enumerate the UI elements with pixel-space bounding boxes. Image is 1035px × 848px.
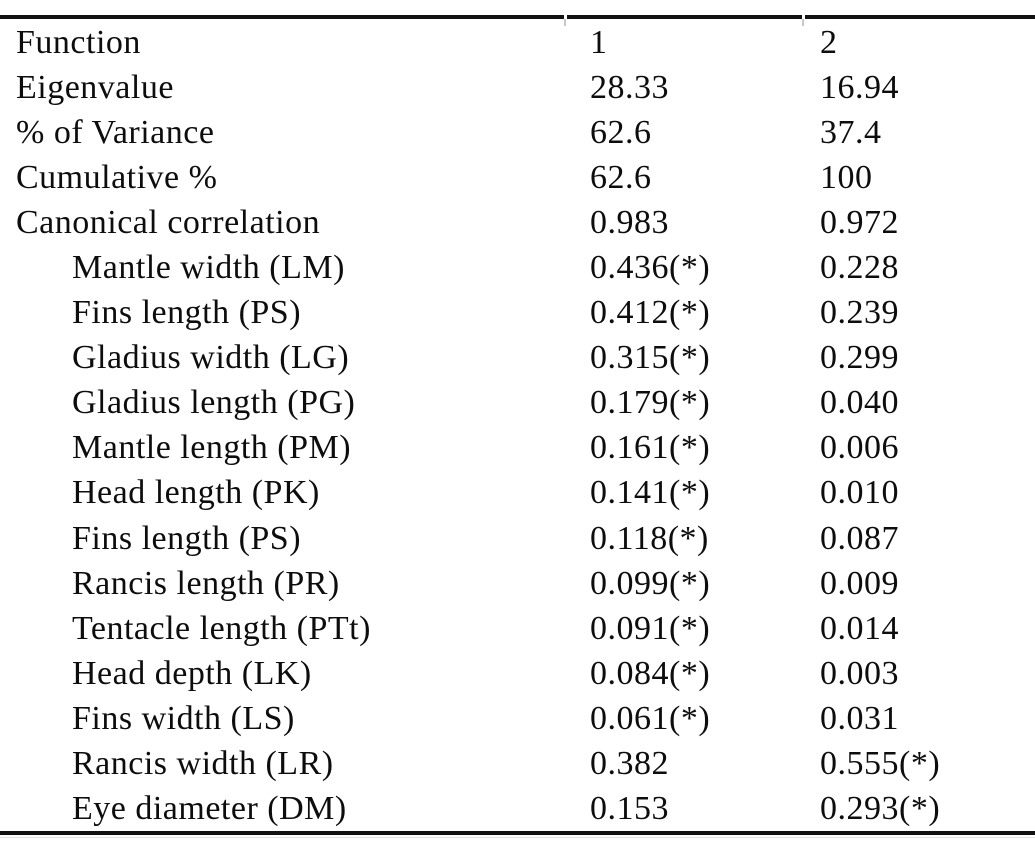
row-label: Mantle length (PM) (72, 429, 352, 467)
function2-value: 0.009 (820, 564, 899, 602)
column-border-gap-2 (802, 15, 805, 19)
function1-value: 0.099(*) (590, 564, 711, 602)
column-border-tick-2 (802, 19, 804, 26)
function2-value: 0.239 (820, 294, 899, 332)
table-top-rule (0, 15, 1035, 26)
function1-value: 0.118(*) (590, 519, 709, 557)
row-label: Mantle width (LM) (72, 249, 345, 287)
function1-value: 0.141(*) (590, 474, 711, 512)
function2-value: 0.014 (820, 609, 899, 647)
table-header-row: Function 1 2 (0, 20, 1035, 65)
function1-value: 0.179(*) (590, 384, 711, 422)
function1-value: 62.6 (590, 113, 652, 151)
scan-echo-line (0, 837, 1035, 838)
table-row: Eigenvalue 28.33 16.94 (0, 65, 1035, 110)
function1-value: 0.382 (590, 745, 669, 783)
function2-value: 0.228 (820, 249, 899, 287)
function2-value: 0.006 (820, 429, 899, 467)
function2-value: 100 (820, 158, 873, 196)
table-row: Eye diameter (DM) 0.153 0.293(*) (0, 787, 1035, 832)
function1-value: 0.315(*) (590, 339, 711, 377)
function2-value: 0.299 (820, 339, 899, 377)
table-bottom-rule (0, 831, 1035, 838)
function1-value: 0.153 (590, 790, 669, 828)
function1-value: 0.061(*) (590, 699, 711, 737)
row-label: Gladius width (LG) (72, 339, 350, 377)
function1-value: 0.084(*) (590, 654, 711, 692)
row-label: Fins width (LS) (72, 699, 295, 737)
table-row: Head depth (LK) 0.084(*) 0.003 (0, 651, 1035, 696)
table-body: Function 1 2 Eigenvalue 28.33 16.94 % of… (0, 20, 1035, 832)
row-label: Head length (PK) (72, 474, 320, 512)
function2-value: 0.040 (820, 384, 899, 422)
row-label: % of Variance (16, 113, 215, 151)
row-label: Eye diameter (DM) (72, 790, 347, 828)
table-row: Mantle length (PM) 0.161(*) 0.006 (0, 426, 1035, 471)
row-label: Fins length (PS) (72, 519, 302, 557)
function2-value: 0.003 (820, 654, 899, 692)
column-border-tick-1 (564, 19, 566, 26)
function2-value: 0.010 (820, 474, 899, 512)
table-row: Gladius width (LG) 0.315(*) 0.299 (0, 336, 1035, 381)
function1-value: 62.6 (590, 158, 652, 196)
table-row: Fins width (LS) 0.061(*) 0.031 (0, 696, 1035, 741)
row-label: Tentacle length (PTt) (72, 609, 371, 647)
row-label: Rancis width (LR) (72, 745, 334, 783)
function1-value: 0.436(*) (590, 249, 711, 287)
table-row: Cumulative % 62.6 100 (0, 155, 1035, 200)
row-label: Rancis length (PR) (72, 564, 340, 602)
table-row: Mantle width (LM) 0.436(*) 0.228 (0, 245, 1035, 290)
row-label: Eigenvalue (16, 68, 174, 106)
function2-value: 0.972 (820, 203, 899, 241)
table-row: Rancis width (LR) 0.382 0.555(*) (0, 742, 1035, 787)
row-label: Fins length (PS) (72, 294, 302, 332)
function1-value: 0.161(*) (590, 429, 711, 467)
row-label: Head depth (LK) (72, 654, 312, 692)
table-row: Rancis length (PR) 0.099(*) 0.009 (0, 561, 1035, 606)
row-label: Cumulative % (16, 158, 218, 196)
function2-value: 0.555(*) (820, 745, 941, 783)
function2-value: 37.4 (820, 113, 882, 151)
function1-value: 0.983 (590, 203, 669, 241)
column-header-function-2: 2 (820, 23, 838, 61)
table-row: Tentacle length (PTt) 0.091(*) 0.014 (0, 606, 1035, 651)
table-row: Fins length (PS) 0.118(*) 0.087 (0, 516, 1035, 561)
table-row: Canonical correlation 0.983 0.972 (0, 200, 1035, 245)
column-border-gap-1 (564, 15, 567, 19)
table-row: Fins length (PS) 0.412(*) 0.239 (0, 291, 1035, 336)
row-label: Canonical correlation (16, 203, 321, 241)
function2-value: 16.94 (820, 68, 899, 106)
function2-value: 0.031 (820, 699, 899, 737)
row-label: Gladius length (PG) (72, 384, 356, 422)
function2-value: 0.293(*) (820, 790, 941, 828)
column-header-function: Function (16, 23, 141, 61)
function1-value: 0.412(*) (590, 294, 711, 332)
function1-value: 0.091(*) (590, 609, 711, 647)
function1-value: 28.33 (590, 68, 669, 106)
column-header-function-1: 1 (590, 23, 608, 61)
table-row: % of Variance 62.6 37.4 (0, 110, 1035, 155)
function2-value: 0.087 (820, 519, 899, 557)
table-row: Head length (PK) 0.141(*) 0.010 (0, 471, 1035, 516)
table-row: Gladius length (PG) 0.179(*) 0.040 (0, 381, 1035, 426)
